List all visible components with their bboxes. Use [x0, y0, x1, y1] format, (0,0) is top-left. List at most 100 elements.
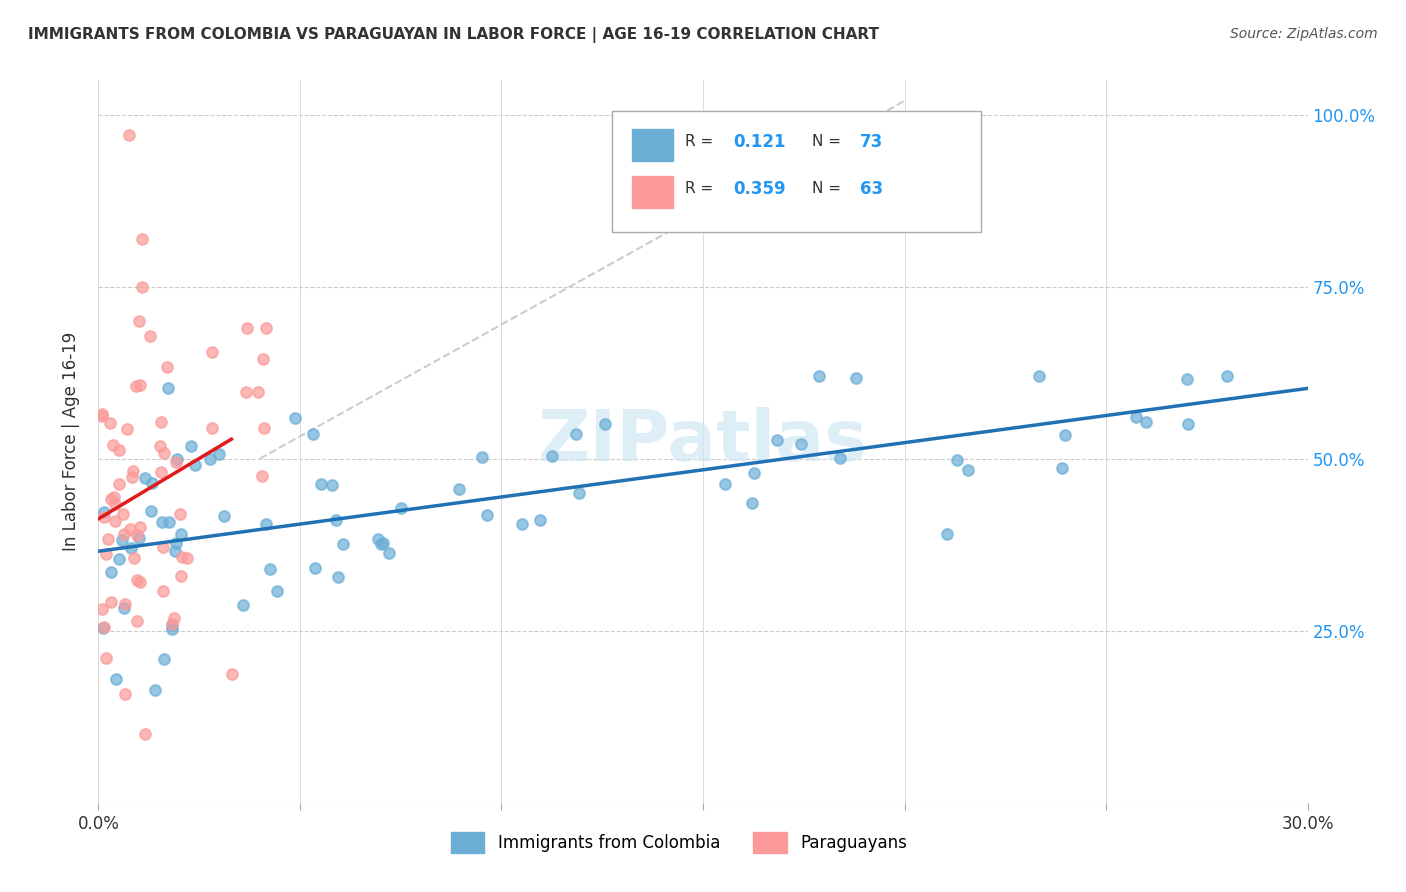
Immigrants from Colombia — [91, 621, 114, 635]
Text: ZIPatlas: ZIPatlas — [538, 407, 868, 476]
Paraguayans — [165, 455, 187, 469]
Immigrants from Colombia — [564, 426, 586, 441]
Immigrants from Colombia — [325, 513, 347, 527]
FancyBboxPatch shape — [613, 111, 981, 232]
Immigrants from Colombia — [389, 501, 412, 516]
Paraguayans — [96, 547, 118, 561]
Paraguayans — [221, 666, 243, 681]
Paraguayans — [152, 540, 174, 554]
Paraguayans — [170, 569, 193, 583]
Text: N =: N = — [811, 181, 841, 196]
Immigrants from Colombia — [367, 532, 389, 546]
Immigrants from Colombia — [332, 537, 354, 551]
Paraguayans — [201, 420, 224, 434]
Paraguayans — [108, 442, 131, 457]
Immigrants from Colombia — [162, 622, 184, 636]
Immigrants from Colombia — [1028, 369, 1050, 384]
Paraguayans — [96, 651, 118, 665]
Paraguayans — [91, 409, 114, 424]
Y-axis label: In Labor Force | Age 16-19: In Labor Force | Age 16-19 — [62, 332, 80, 551]
Paraguayans — [120, 522, 142, 536]
Legend: Immigrants from Colombia, Paraguayans: Immigrants from Colombia, Paraguayans — [444, 826, 914, 860]
Immigrants from Colombia — [1125, 410, 1147, 425]
Paraguayans — [235, 384, 257, 399]
Immigrants from Colombia — [529, 513, 551, 527]
Immigrants from Colombia — [160, 618, 183, 632]
Paraguayans — [114, 687, 136, 701]
Text: 0.121: 0.121 — [734, 133, 786, 151]
Paraguayans — [112, 527, 135, 541]
Immigrants from Colombia — [807, 369, 830, 384]
Immigrants from Colombia — [447, 482, 470, 496]
Immigrants from Colombia — [214, 508, 236, 523]
Paraguayans — [121, 470, 143, 484]
Paraguayans — [176, 551, 198, 566]
Paraguayans — [131, 279, 153, 293]
FancyBboxPatch shape — [631, 129, 672, 161]
Immigrants from Colombia — [100, 565, 122, 579]
Immigrants from Colombia — [510, 517, 533, 532]
Paraguayans — [125, 528, 148, 542]
Paraguayans — [128, 314, 150, 328]
Paraguayans — [134, 727, 156, 741]
Paraguayans — [247, 384, 270, 399]
Text: R =: R = — [685, 134, 713, 149]
Paraguayans — [169, 507, 191, 521]
Immigrants from Colombia — [110, 533, 132, 548]
Text: N =: N = — [811, 134, 841, 149]
Immigrants from Colombia — [309, 476, 332, 491]
Immigrants from Colombia — [284, 410, 307, 425]
Paraguayans — [254, 321, 277, 335]
Paraguayans — [152, 584, 174, 599]
Immigrants from Colombia — [163, 544, 186, 558]
Immigrants from Colombia — [541, 449, 564, 463]
Paraguayans — [117, 128, 139, 143]
Immigrants from Colombia — [198, 452, 221, 467]
Immigrants from Colombia — [1135, 415, 1157, 429]
Immigrants from Colombia — [741, 496, 763, 510]
Immigrants from Colombia — [157, 515, 180, 529]
Text: R =: R = — [685, 181, 713, 196]
Immigrants from Colombia — [321, 478, 343, 492]
Paraguayans — [162, 611, 184, 625]
Immigrants from Colombia — [183, 458, 205, 472]
Paraguayans — [114, 597, 136, 611]
Paraguayans — [252, 351, 274, 366]
Immigrants from Colombia — [232, 599, 254, 613]
Immigrants from Colombia — [593, 417, 616, 431]
Immigrants from Colombia — [946, 453, 969, 467]
Immigrants from Colombia — [152, 651, 174, 665]
Immigrants from Colombia — [378, 546, 401, 560]
Paraguayans — [93, 510, 115, 524]
Immigrants from Colombia — [477, 508, 499, 522]
Paraguayans — [91, 602, 114, 616]
Immigrants from Colombia — [180, 439, 202, 453]
Paraguayans — [91, 408, 114, 422]
Paraguayans — [128, 377, 150, 392]
Paraguayans — [100, 492, 122, 507]
Immigrants from Colombia — [128, 531, 150, 545]
Immigrants from Colombia — [150, 515, 173, 529]
Immigrants from Colombia — [141, 476, 163, 491]
Paraguayans — [103, 491, 125, 505]
Paraguayans — [172, 550, 194, 565]
Paraguayans — [103, 497, 125, 511]
Text: 73: 73 — [860, 133, 883, 151]
Paraguayans — [125, 379, 148, 393]
Immigrants from Colombia — [165, 536, 187, 550]
Immigrants from Colombia — [170, 527, 193, 541]
Immigrants from Colombia — [302, 427, 325, 442]
Paraguayans — [117, 422, 139, 436]
Immigrants from Colombia — [134, 471, 156, 485]
Immigrants from Colombia — [1053, 428, 1076, 442]
Immigrants from Colombia — [156, 381, 179, 395]
Immigrants from Colombia — [1175, 372, 1198, 386]
Paraguayans — [100, 594, 122, 608]
Paraguayans — [100, 416, 122, 430]
Immigrants from Colombia — [471, 450, 494, 464]
Immigrants from Colombia — [166, 451, 188, 466]
Paraguayans — [127, 574, 149, 588]
Text: IMMIGRANTS FROM COLOMBIA VS PARAGUAYAN IN LABOR FORCE | AGE 16-19 CORRELATION CH: IMMIGRANTS FROM COLOMBIA VS PARAGUAYAN I… — [28, 27, 879, 43]
Immigrants from Colombia — [766, 434, 789, 448]
FancyBboxPatch shape — [631, 177, 672, 208]
